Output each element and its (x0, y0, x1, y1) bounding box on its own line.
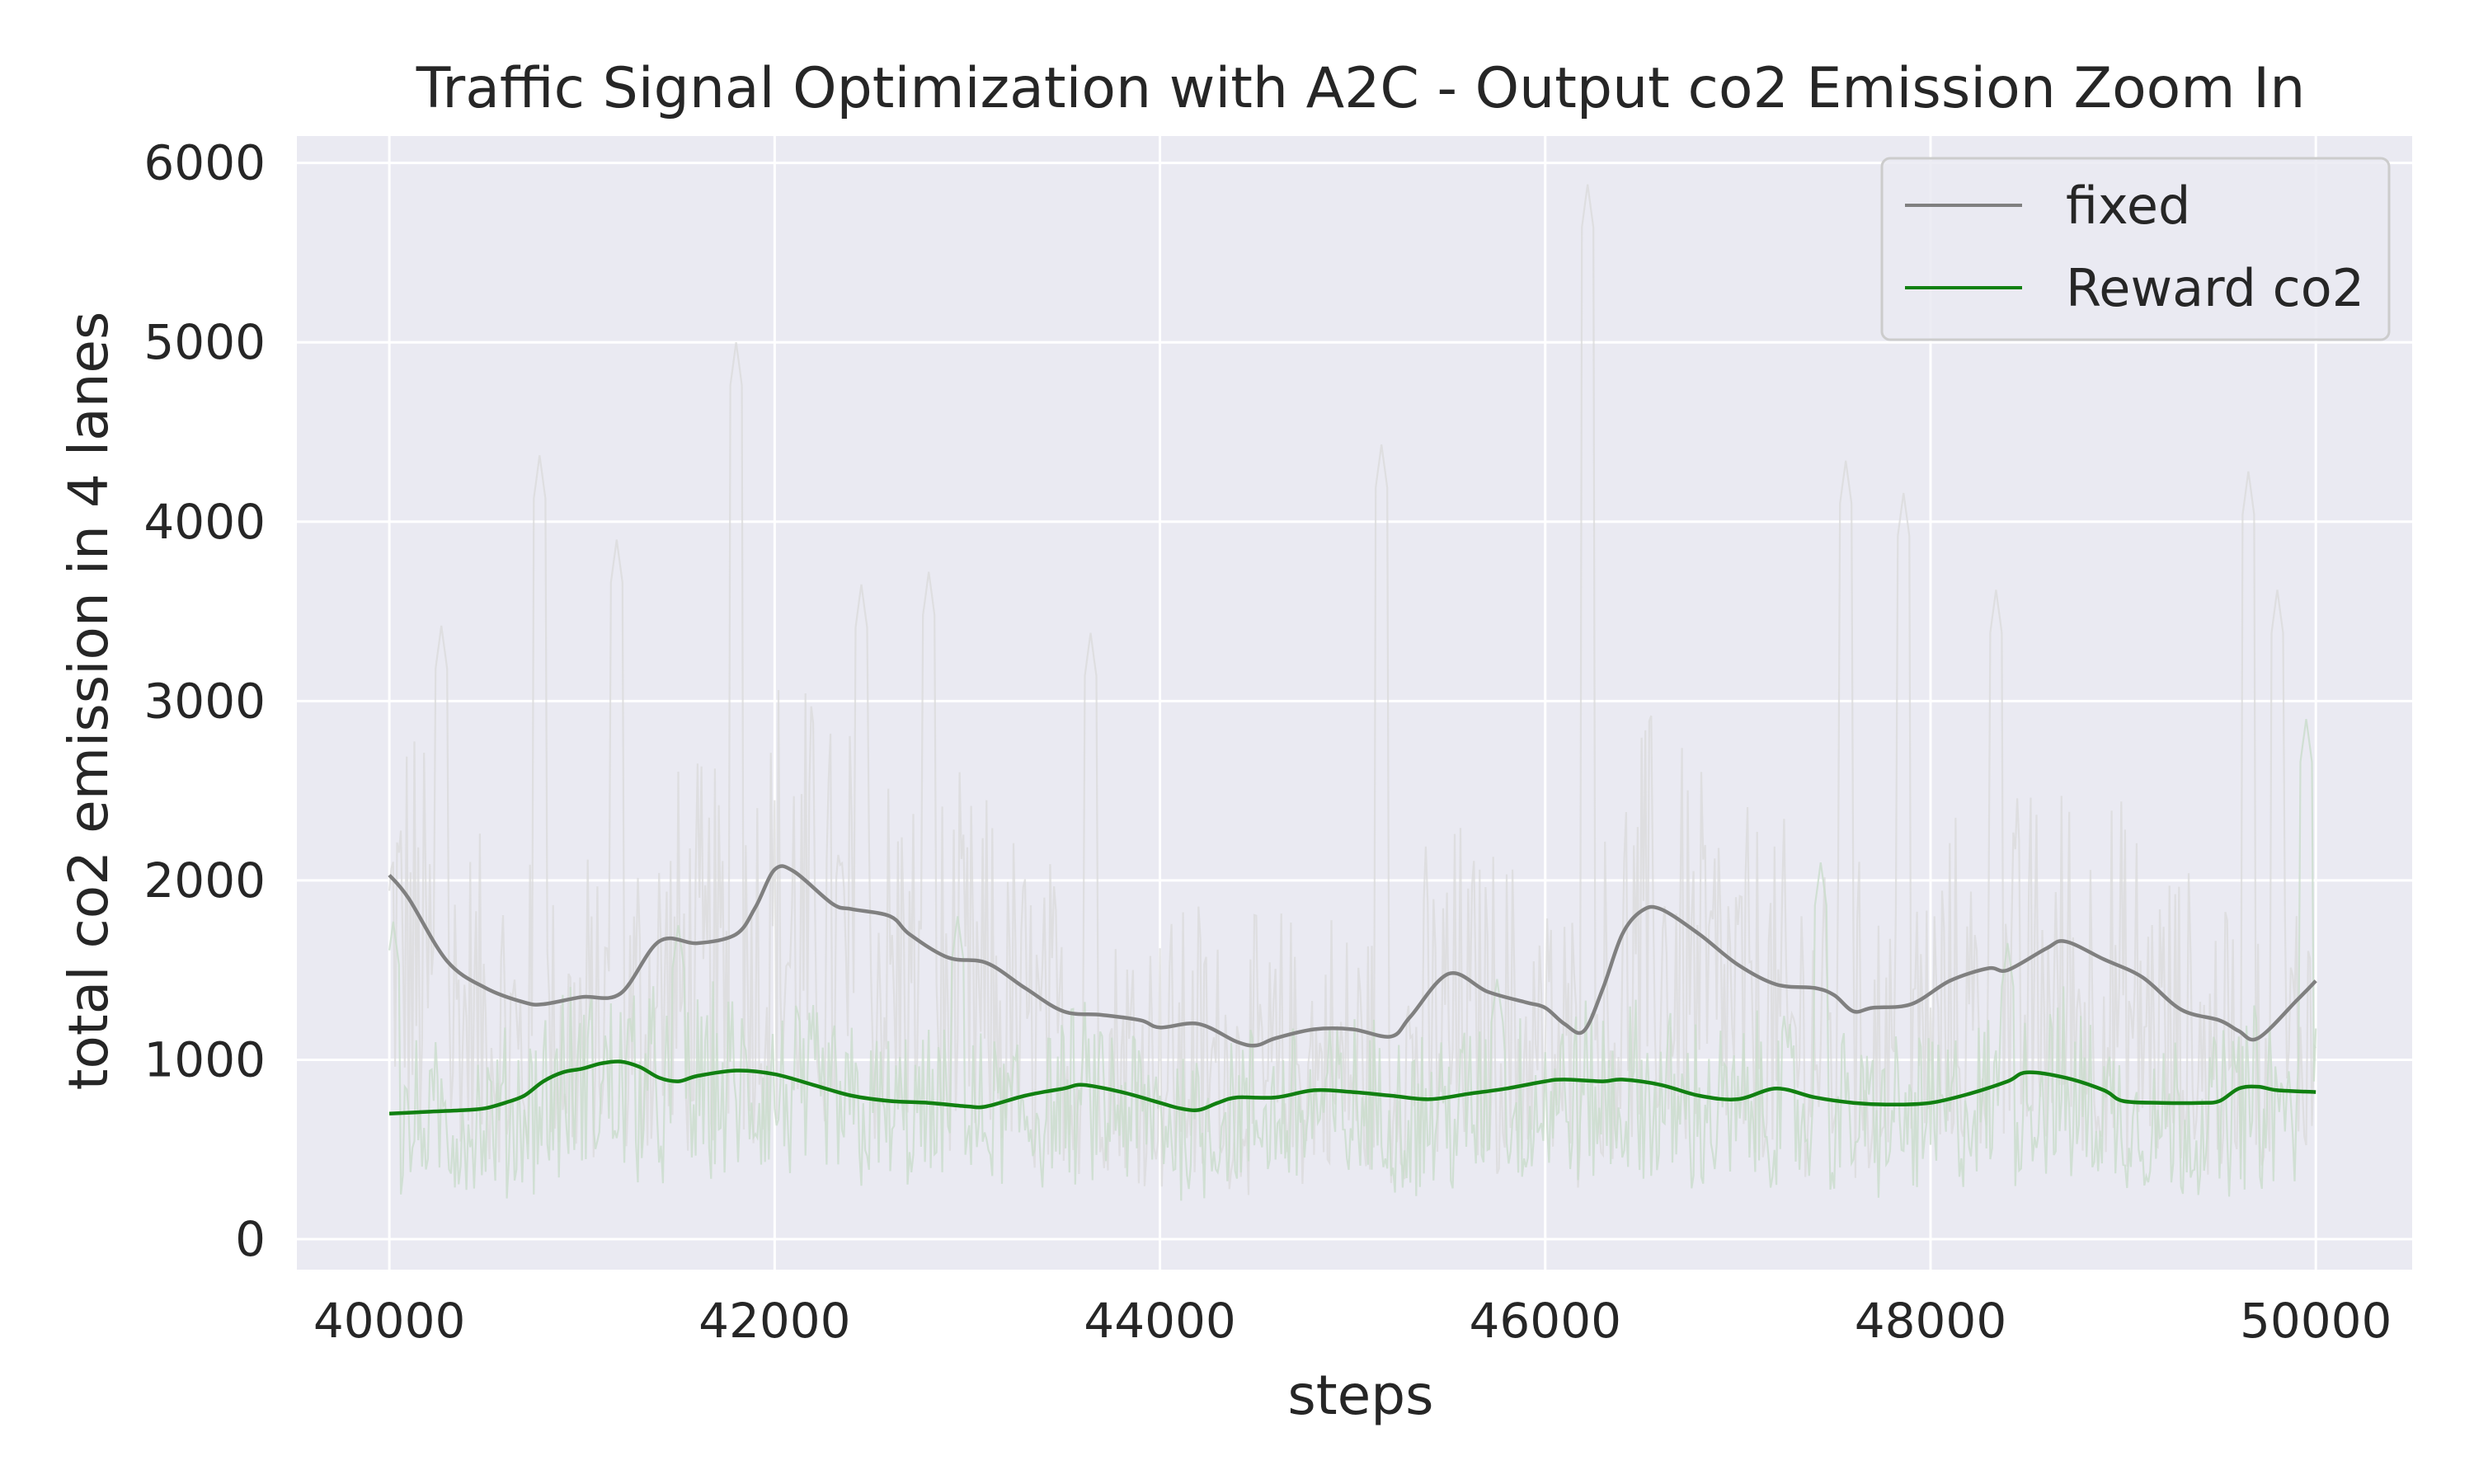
y-tick-label: 6000 (143, 135, 266, 191)
y-tick-label: 3000 (143, 673, 266, 729)
y-tick-label: 2000 (143, 852, 266, 909)
legend-label-reward-co2: Reward co2 (2066, 258, 2364, 318)
y-tick-label: 1000 (143, 1031, 266, 1087)
x-tick-label: 48000 (1855, 1293, 2007, 1349)
x-tick-label: 46000 (1470, 1293, 1622, 1349)
legend: fixed Reward co2 (1880, 157, 2391, 341)
x-tick-label: 42000 (698, 1293, 851, 1349)
x-tick-labels: 40000 42000 44000 46000 48000 50000 (313, 1293, 2392, 1349)
chart-title: Traffic Signal Optimization with A2C - O… (416, 56, 2306, 121)
x-tick-label: 44000 (1084, 1293, 1236, 1349)
x-tick-label: 40000 (313, 1293, 466, 1349)
x-axis-label: steps (1287, 1364, 1433, 1427)
y-axis-label: total co2 emission in 4 lanes (57, 312, 120, 1091)
raw-data-layer (388, 184, 2317, 1201)
legend-label-fixed: fixed (2066, 176, 2190, 236)
y-tick-label: 0 (235, 1211, 266, 1267)
y-tick-labels: 0 1000 2000 3000 4000 5000 6000 (143, 135, 266, 1267)
raw-trace-reward-co2 (388, 718, 2317, 1201)
series-line-reward-co2 (389, 1059, 2316, 1115)
smoothed-line-layer (388, 864, 2317, 1115)
x-tick-label: 50000 (2240, 1293, 2392, 1349)
series-line-fixed (388, 864, 2317, 1048)
y-tick-label: 4000 (143, 494, 266, 550)
y-tick-label: 5000 (143, 314, 266, 370)
